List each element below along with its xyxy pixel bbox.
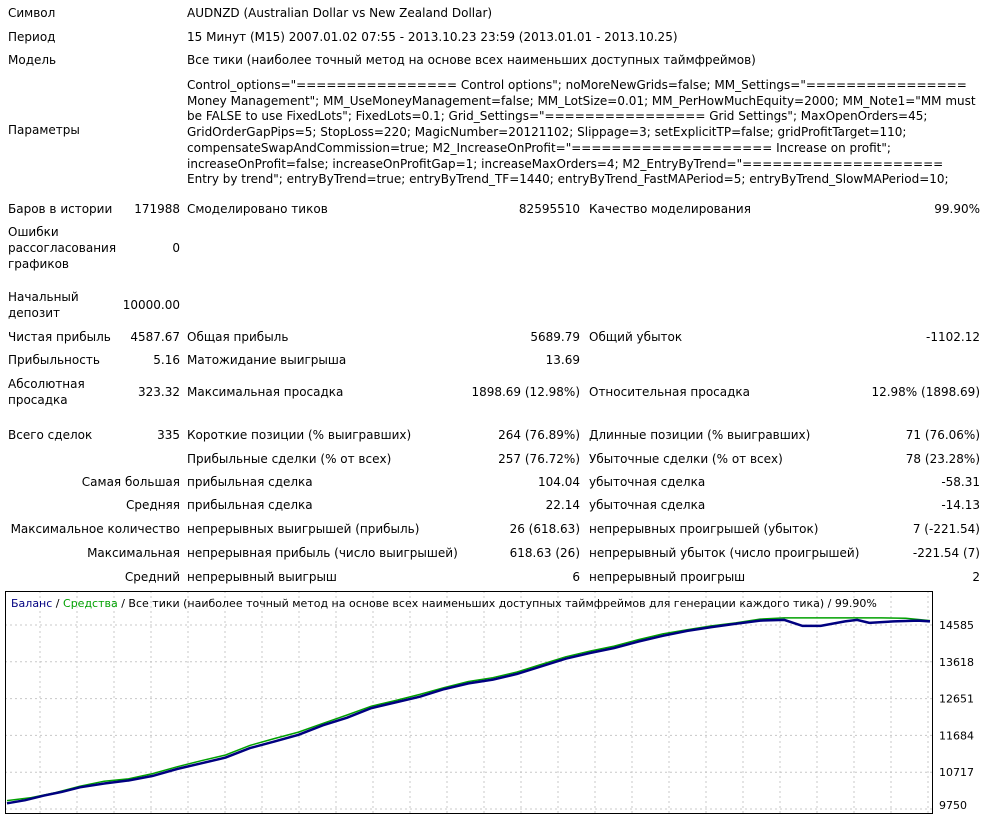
mismatch-label-2: рассогласования — [8, 241, 117, 255]
quality-label: Качество моделирования — [589, 202, 751, 216]
profit-factor-value: 5.16 — [153, 353, 180, 367]
profit-factor-label: Прибыльность — [8, 353, 100, 367]
max-cons-losses-value: 7 (-221.54) — [912, 522, 980, 536]
y-tick-label: 10717 — [939, 766, 974, 779]
average-profit-label: прибыльная сделка — [187, 498, 313, 512]
abs-dd-label-1: Абсолютная — [8, 377, 85, 391]
chart-header: Баланс / Средства / Все тики (наиболее т… — [11, 597, 877, 610]
max-count-label: Максимальное количество — [10, 522, 180, 536]
max-cons-wins-value: 26 (618.63) — [509, 522, 580, 536]
legend-balance: Баланс — [11, 597, 52, 610]
bars-value: 171988 — [134, 202, 180, 216]
bars-label: Баров в истории — [8, 202, 113, 216]
y-tick-label: 13618 — [939, 656, 974, 669]
y-tick-label: 9750 — [939, 799, 967, 812]
max-cons-loss-value: -221.54 (7) — [912, 546, 980, 560]
short-value: 264 (76.89%) — [498, 428, 580, 442]
mismatch-value: 0 — [172, 241, 180, 255]
period-value: 15 Минут (M15) 2007.01.02 07:55 - 2013.1… — [187, 30, 678, 44]
largest-profit-label: прибыльная сделка — [187, 475, 313, 489]
average-label: Средняя — [126, 498, 180, 512]
symbol-value: AUDNZD (Australian Dollar vs New Zealand… — [187, 6, 493, 20]
maximal-label: Максимальная — [87, 546, 180, 560]
abs-dd-value: 323.32 — [138, 385, 180, 399]
max-cons-loss-label: непрерывный убыток (число проигрышей) — [589, 546, 860, 560]
expected-payoff-value: 13.69 — [545, 353, 580, 367]
rel-dd-value: 12.98% (1898.69) — [871, 385, 980, 399]
y-tick-label: 14585 — [939, 619, 974, 632]
average-loss-value: -14.13 — [941, 498, 980, 512]
max-dd-value: 1898.69 (12.98%) — [471, 385, 580, 399]
params-label: Параметры — [8, 123, 80, 137]
model-label: Модель — [8, 53, 57, 67]
short-label: Короткие позиции (% выигравших) — [187, 428, 412, 442]
period-label: Период — [8, 30, 56, 44]
profit-trades-label: Прибыльные сделки (% от всех) — [187, 452, 392, 466]
expected-payoff-label: Матожидание выигрыша — [187, 353, 347, 367]
avg-cons-wins-label: непрерывный выигрыш — [187, 570, 337, 584]
avg-label: Средний — [124, 570, 180, 584]
loss-trades-label: Убыточные сделки (% от всех) — [589, 452, 783, 466]
y-axis-ticks: 14585 13618 12651 11684 10717 9750 — [939, 619, 974, 812]
net-profit-label: Чистая прибыль — [8, 330, 111, 344]
avg-cons-wins-value: 6 — [572, 570, 580, 584]
gross-loss-value: -1102.12 — [926, 330, 980, 344]
avg-cons-losses-label: непрерывный проигрыш — [589, 570, 746, 584]
largest-label: Самая большая — [81, 475, 180, 489]
average-profit-value: 22.14 — [545, 498, 580, 512]
gross-profit-value: 5689.79 — [530, 330, 580, 344]
chart-background — [5, 591, 1005, 814]
long-label: Длинные позиции (% выигравших) — [589, 428, 811, 442]
gross-loss-label: Общий убыток — [589, 330, 683, 344]
total-trades-value: 335 — [157, 428, 180, 442]
total-trades-label: Всего сделок — [8, 428, 93, 442]
abs-dd-label-2: просадка — [8, 393, 68, 407]
mismatch-label-1: Ошибки — [8, 225, 59, 239]
quality-value: 99.90% — [934, 202, 980, 216]
max-cons-profit-value: 618.63 (26) — [509, 546, 580, 560]
max-cons-wins-label: непрерывных выигрышей (прибыль) — [187, 522, 420, 536]
params-value: Control_options="================ Contro… — [187, 78, 976, 187]
average-loss-label: убыточная сделка — [589, 498, 706, 512]
largest-profit-value: 104.04 — [538, 475, 580, 489]
largest-loss-label: убыточная сделка — [589, 475, 706, 489]
profit-trades-value: 257 (76.72%) — [498, 452, 580, 466]
balance-chart: 14585 13618 12651 11684 10717 9750 Баланс / С… — [5, 591, 1005, 814]
model-value: Все тики (наиболее точный метод на основ… — [187, 53, 756, 67]
long-value: 71 (76.06%) — [905, 428, 980, 442]
ticks-label: Смоделировано тиков — [187, 202, 328, 216]
symbol-label: Символ — [8, 6, 56, 20]
max-cons-profit-label: непрерывная прибыль (число выигрышей) — [187, 546, 458, 560]
y-tick-label: 12651 — [939, 693, 974, 706]
legend-sep: / — [52, 597, 63, 610]
rel-dd-label: Относительная просадка — [589, 385, 751, 399]
ticks-value: 82595510 — [518, 202, 580, 216]
max-cons-losses-label: непрерывных проигрышей (убыток) — [589, 522, 819, 536]
avg-cons-losses-value: 2 — [972, 570, 980, 584]
largest-loss-value: -58.31 — [941, 475, 980, 489]
equity-line — [6, 617, 931, 802]
balance-line — [6, 618, 931, 805]
max-dd-label: Максимальная просадка — [187, 385, 344, 399]
loss-trades-value: 78 (23.28%) — [905, 452, 980, 466]
net-profit-value: 4587.67 — [130, 330, 180, 344]
chart-grid — [5, 591, 932, 814]
mismatch-label-3: графиков — [8, 257, 69, 271]
deposit-label-2: депозит — [8, 306, 61, 320]
y-tick-label: 11684 — [939, 729, 974, 742]
deposit-label-1: Начальный — [8, 290, 79, 304]
deposit-value: 10000.00 — [122, 298, 180, 312]
gross-profit-label: Общая прибыль — [187, 330, 289, 344]
legend-rest: / Все тики (наиболее точный метод на осн… — [118, 597, 877, 610]
legend-equity: Средства — [63, 597, 118, 610]
